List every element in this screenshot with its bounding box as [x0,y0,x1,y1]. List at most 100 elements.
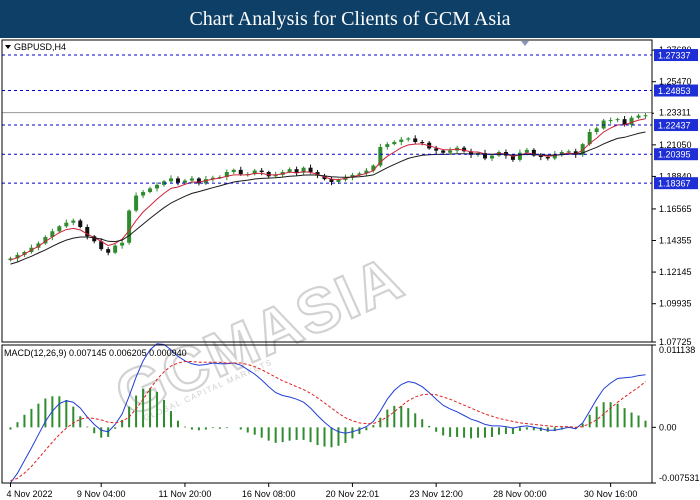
level-label-bg [654,49,698,62]
candle-body [524,149,529,153]
candle-body [448,150,453,153]
candle-body [329,179,334,182]
candle-body [224,172,229,177]
price-panel: 1.07725 1.09935 1.12145 1.14355 1.16565 1.188… [2,41,698,347]
candle-body [120,242,125,246]
candle-body [552,154,557,159]
candle-body [273,174,278,177]
candle-body [189,178,194,181]
candle-body [378,147,383,166]
time-axis-label: 9 Nov 04:00 [77,489,126,499]
candle-body [50,231,55,237]
candle-body [420,142,425,143]
symbol-label: GBPUSD,H4 [14,42,66,52]
level-label: 1.22437 [658,121,691,131]
candle-body [106,249,111,253]
candle-body [301,167,306,173]
candle-body [357,173,362,175]
level-label: 1.24853 [658,86,691,96]
candle-body [99,241,104,250]
candle-body [155,184,160,189]
candle-body [266,172,271,177]
candle-body [601,120,606,129]
current-price-label: 1.23311 [659,108,691,118]
candle-body [210,177,215,180]
candle-body [559,152,564,155]
candle-body [483,153,488,159]
candle-body [434,148,439,151]
candle-body [141,192,146,196]
candle-body [629,117,634,125]
candle-body [231,169,236,172]
candle-body [259,170,264,172]
candle-body [489,155,494,159]
candle-body [8,258,13,261]
price-axis-label: 1.16565 [659,204,692,214]
level-label: 1.20395 [658,150,691,160]
candle-body [182,180,187,183]
candle-body [175,178,180,183]
price-axis-label: 1.09935 [659,299,692,309]
candle-body [64,222,69,227]
candle-body [399,139,404,142]
candle-body [85,227,90,237]
candle-body [371,165,376,171]
candle-body [531,149,536,156]
candle-body [238,169,243,175]
macd-title: MACD(12,26,9) 0.007145 0.006205 0.000940 [4,348,187,358]
shift-marker-icon [521,41,529,46]
macd-panel: MACD(12,26,9) 0.007145 0.006205 0.000940… [4,343,700,484]
candle-body [406,138,411,140]
candle-body [294,169,299,173]
candle-body [441,150,446,153]
candle-body [203,179,208,184]
candle-body [92,236,97,242]
candle-body [510,155,515,160]
time-axis-label: 20 Nov 22:01 [326,489,380,499]
level-label-bg [654,148,698,161]
candle-body [573,151,578,155]
candle-body [57,226,62,232]
candle-body [78,220,83,227]
candle-body [315,172,320,176]
candle-body [636,115,641,118]
candle-body [538,155,543,157]
header-title: Chart Analysis for Clients of GCM Asia [0,0,700,38]
symbol-dropdown-icon [5,45,11,49]
candle-body [545,157,550,159]
candle-body [15,254,20,259]
moving-average-slow [10,131,646,265]
candle-body [287,169,292,172]
time-axis-label: 30 Nov 16:00 [584,489,638,499]
candle-body [608,120,613,122]
level-label-bg [654,84,698,97]
time-axis: 4 Nov 2022 9 Nov 04:00 11 Nov 20:00 16 Nov … [6,483,637,499]
level-label: 1.27337 [658,51,691,61]
candle-body [196,178,201,184]
candle-body [566,151,571,153]
candle-body [462,147,467,152]
level-label-bg [654,177,698,190]
candle-body [392,142,397,145]
price-axis-label: 1.25470 [659,77,692,87]
candle-body [364,170,369,174]
candle-body [168,178,173,182]
macd-panel-frame [1,344,653,484]
candle-body [336,179,341,182]
time-axis-label: 11 Nov 20:00 [159,489,212,499]
candle-body [594,128,599,132]
price-axis-label: 1.18840 [659,171,692,181]
candle-body [308,167,313,172]
candle-body [148,188,153,192]
price-axis-label: 1.12145 [659,267,692,277]
candle-body [517,152,522,160]
candle-body [217,177,222,178]
candle-body [22,252,27,255]
candle-body [113,245,118,253]
level-label-bg [654,119,698,132]
time-axis-label: 16 Nov 08:00 [242,489,296,499]
macd-axis-label: -0.007531 [659,473,700,483]
price-panel-frame [1,39,653,343]
price-axis-label: 1.14355 [659,236,692,246]
